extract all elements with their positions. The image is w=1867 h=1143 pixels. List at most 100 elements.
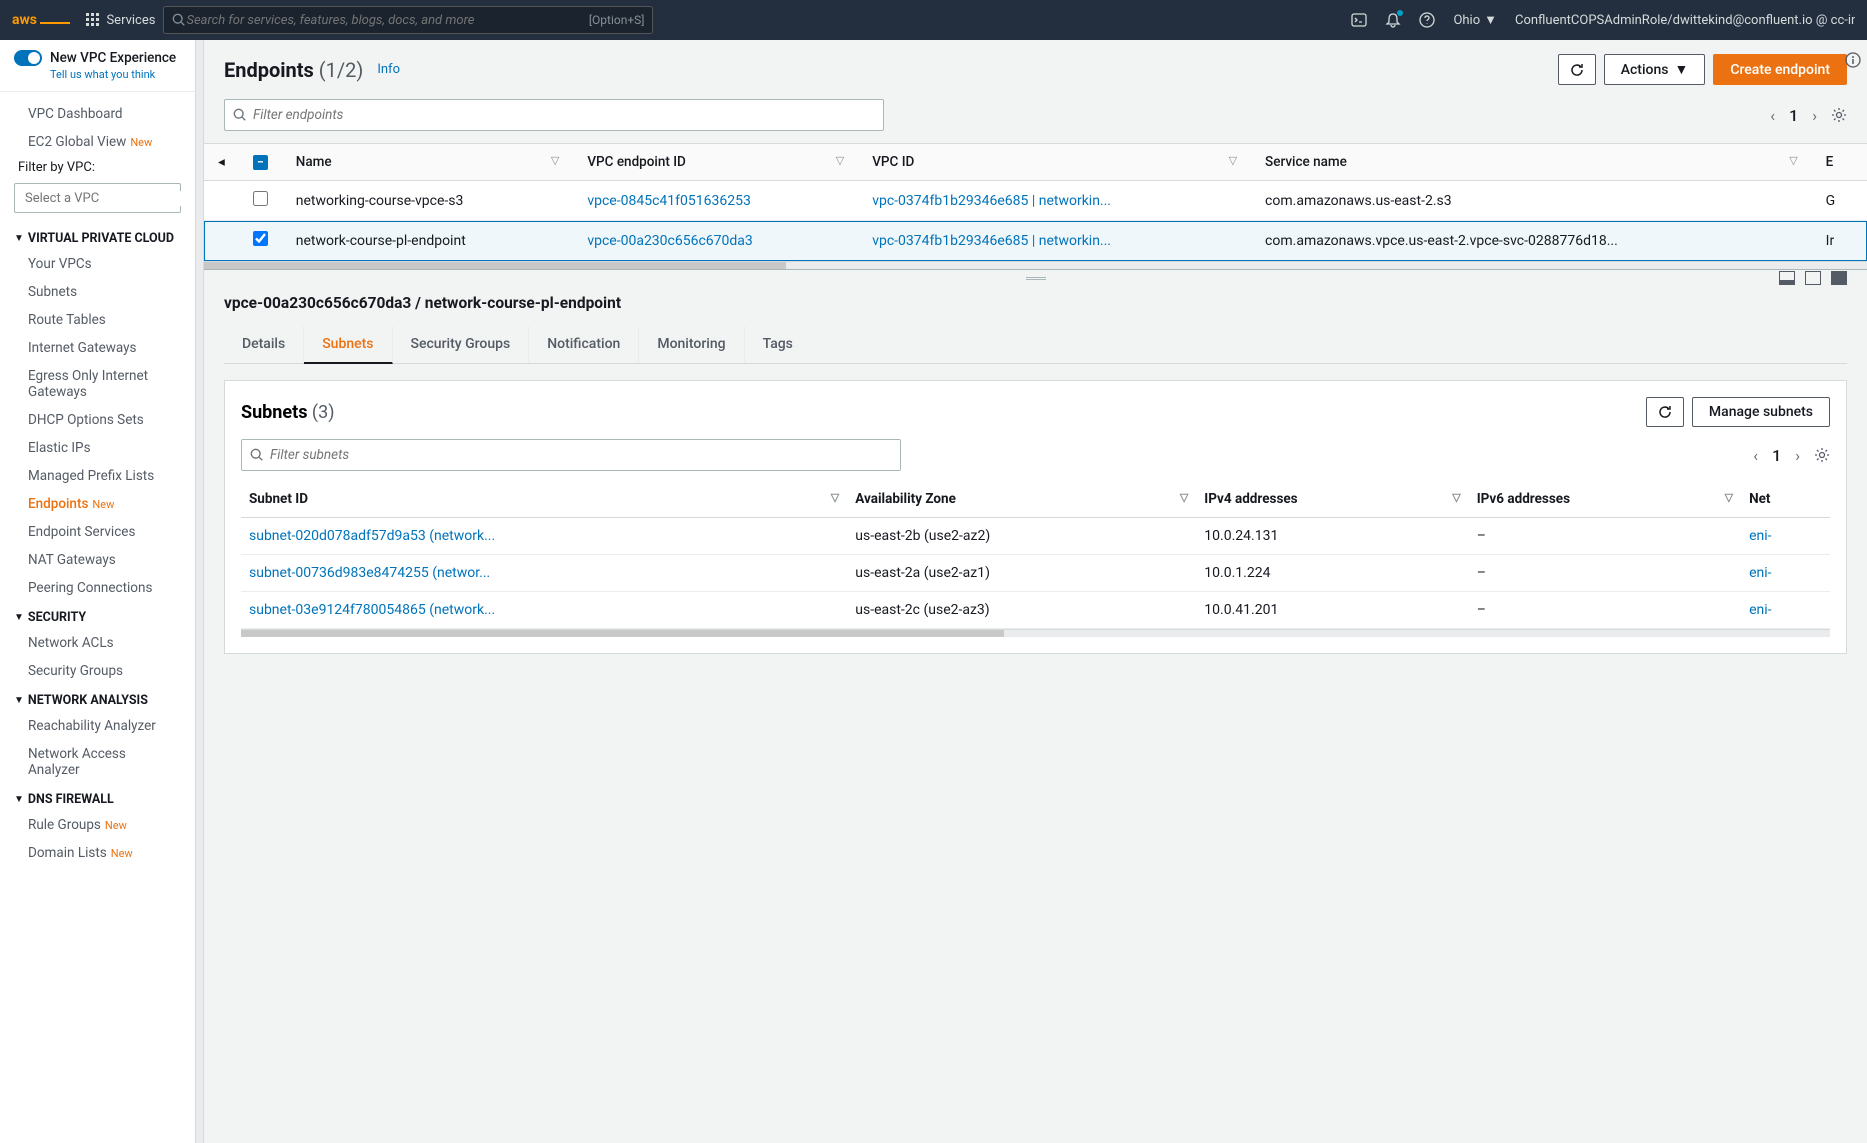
col-extra[interactable]: E [1812,144,1867,181]
col-ipv6[interactable]: IPv6 addresses▽ [1469,481,1741,518]
cell-vpc-id[interactable]: vpc-0374fb1b29346e685 | networkin... [858,181,1251,221]
sidebar-vpc-dashboard[interactable]: VPC Dashboard [0,100,195,128]
info-panel-toggle[interactable] [1839,40,1867,80]
create-endpoint-button[interactable]: Create endpoint [1713,54,1847,85]
vpc-filter-box[interactable] [14,183,181,213]
region-selector[interactable]: Ohio ▼ [1453,12,1497,28]
sidebar-subnets[interactable]: Subnets [0,278,195,306]
sidebar-ec2-global[interactable]: EC2 Global View New [0,128,195,156]
sidebar-prefix-lists[interactable]: Managed Prefix Lists [0,462,195,490]
tab-details[interactable]: Details [224,326,304,363]
table-row[interactable]: subnet-020d078adf57d9a53 (network... us-… [241,518,1830,555]
h-scrollbar[interactable] [204,261,1867,269]
next-page-button[interactable]: › [1812,106,1817,125]
services-button[interactable]: Services [86,13,155,28]
settings-icon[interactable] [1831,107,1847,123]
cell-vpc-id[interactable]: vpc-0374fb1b29346e685 | networkin... [858,221,1251,261]
sidebar-endpoint-services[interactable]: Endpoint Services [0,518,195,546]
vpc-filter-input[interactable] [25,191,191,206]
filter-subnets-box[interactable] [241,439,901,471]
sidebar-igw[interactable]: Internet Gateways [0,334,195,362]
sidebar-nacls[interactable]: Network ACLs [0,629,195,657]
scrollbar-thumb[interactable] [241,630,1004,637]
tab-security-groups[interactable]: Security Groups [393,326,530,363]
collapse-handle[interactable]: ◂ [204,144,239,181]
cell-subnet-id[interactable]: subnet-020d078adf57d9a53 (network... [241,518,847,555]
aws-logo[interactable]: aws [12,12,70,28]
sidebar-peering[interactable]: Peering Connections [0,574,195,602]
layout-split-icon[interactable] [1805,271,1821,285]
row-checkbox[interactable] [253,231,268,246]
tab-notification[interactable]: Notification [529,326,639,363]
table-row[interactable]: subnet-00736d983e8474255 (networ... us-e… [241,555,1830,592]
refresh-button[interactable] [1558,54,1596,85]
notifications-icon[interactable] [1385,12,1401,28]
sidebar-scrollbar[interactable] [196,40,204,1143]
tab-tags[interactable]: Tags [745,326,811,363]
tab-monitoring[interactable]: Monitoring [639,326,744,363]
filter-endpoints-input[interactable] [253,107,875,123]
table-row[interactable]: network-course-pl-endpoint vpce-00a230c6… [204,221,1867,261]
prev-page-button[interactable]: ‹ [1770,106,1775,125]
col-subnet-id[interactable]: Subnet ID▽ [241,481,847,518]
col-name[interactable]: Name▽ [282,144,574,181]
layout-full-icon[interactable] [1831,271,1847,285]
sidebar-rule-groups[interactable]: Rule Groups New [0,811,195,839]
filter-subnets-input[interactable] [270,447,892,463]
scrollbar-thumb[interactable] [204,262,786,269]
h-scrollbar[interactable] [241,629,1830,637]
sidebar-header-analysis[interactable]: ▼NETWORK ANALYSIS [0,685,195,712]
sidebar-header-vpc[interactable]: ▼VIRTUAL PRIVATE CLOUD [0,223,195,250]
actions-button[interactable]: Actions ▼ [1604,54,1706,85]
cell-net[interactable]: eni- [1741,555,1830,592]
info-link[interactable]: Info [377,62,400,77]
manage-subnets-button[interactable]: Manage subnets [1692,397,1830,427]
sidebar-route-tables[interactable]: Route Tables [0,306,195,334]
tab-subnets[interactable]: Subnets [304,326,392,364]
settings-icon[interactable] [1814,447,1830,463]
help-icon[interactable] [1419,12,1435,28]
toggle-new-experience[interactable] [14,50,42,66]
cell-subnet-id[interactable]: subnet-00736d983e8474255 (networ... [241,555,847,592]
refresh-subnets-button[interactable] [1646,397,1684,427]
sidebar-your-vpcs[interactable]: Your VPCs [0,250,195,278]
account-selector[interactable]: ConfluentCOPSAdminRole/dwittekind@conflu… [1515,12,1855,28]
cell-endpoint-id[interactable]: vpce-0845c41f051636253 [573,181,858,221]
caret-down-icon: ▼ [1674,61,1688,78]
table-row[interactable]: networking-course-vpce-s3 vpce-0845c41f0… [204,181,1867,221]
prev-page-button[interactable]: ‹ [1753,446,1758,465]
sidebar-dhcp[interactable]: DHCP Options Sets [0,406,195,434]
sidebar-elastic-ips[interactable]: Elastic IPs [0,434,195,462]
sidebar-endpoints[interactable]: Endpoints New [0,490,195,518]
select-all-checkbox[interactable]: − [239,144,282,181]
sidebar-nat[interactable]: NAT Gateways [0,546,195,574]
col-vpc-id[interactable]: VPC ID▽ [858,144,1251,181]
sidebar-domain-lists[interactable]: Domain Lists New [0,839,195,867]
table-row[interactable]: subnet-03e9124f780054865 (network... us-… [241,592,1830,629]
cell-subnet-id[interactable]: subnet-03e9124f780054865 (network... [241,592,847,629]
col-service-name[interactable]: Service name▽ [1251,144,1812,181]
cell-net[interactable]: eni- [1741,518,1830,555]
resize-handle[interactable] [204,270,1867,286]
feedback-link[interactable]: Tell us what you think [50,68,181,81]
sidebar-header-security[interactable]: ▼SECURITY [0,602,195,629]
sort-icon: ▽ [1725,491,1733,504]
sidebar-egress-igw[interactable]: Egress Only Internet Gateways [0,362,195,406]
row-checkbox[interactable] [253,191,268,206]
cell-net[interactable]: eni- [1741,592,1830,629]
sidebar-header-dns[interactable]: ▼DNS FIREWALL [0,784,195,811]
col-net[interactable]: Net [1741,481,1830,518]
next-page-button[interactable]: › [1795,446,1800,465]
global-search[interactable]: [Option+S] [163,6,653,34]
sidebar-sgs[interactable]: Security Groups [0,657,195,685]
filter-endpoints-box[interactable] [224,99,884,131]
global-search-input[interactable] [186,13,588,28]
cell-endpoint-id[interactable]: vpce-00a230c656c670da3 [573,221,858,261]
layout-bottom-icon[interactable] [1779,271,1795,285]
col-ipv4[interactable]: IPv4 addresses▽ [1196,481,1468,518]
col-az[interactable]: Availability Zone▽ [847,481,1196,518]
col-endpoint-id[interactable]: VPC endpoint ID▽ [573,144,858,181]
sidebar-access[interactable]: Network Access Analyzer [0,740,195,784]
sidebar-reachability[interactable]: Reachability Analyzer [0,712,195,740]
cloudshell-icon[interactable] [1351,12,1367,28]
